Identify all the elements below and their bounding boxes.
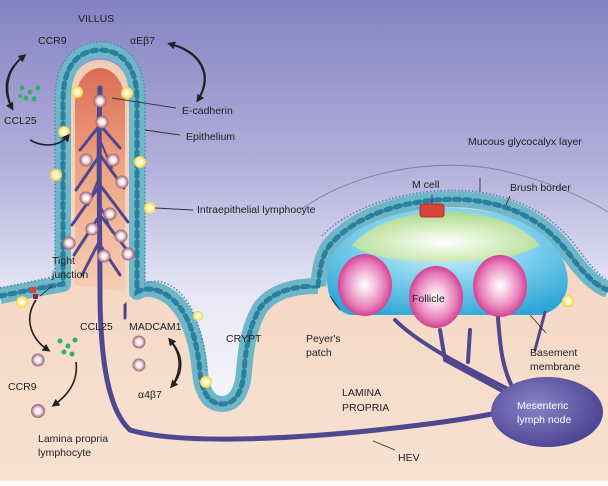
brush-border-left [0,41,208,373]
label-lp-lymphocyte-2: lymphocyte [38,447,91,459]
label-tight-junction-2: junction [51,269,88,281]
mesenteric-lymph-node [491,377,603,447]
iel-1 [71,86,83,98]
iel-9 [562,295,574,307]
lpl-6 [79,191,93,205]
patch-epithelium-nuclei [315,196,608,293]
label-crypt: CRYPT [226,333,262,345]
follicle-center [409,266,463,328]
follicle-right [473,255,527,317]
arrow-ccr9-ccl25-up [6,54,27,109]
label-ccr9-top: CCR9 [38,35,67,47]
iel-6 [144,202,156,214]
label-lamina-propria-1: LAMINA [342,387,381,399]
ccl25-dots-bottom [57,337,78,357]
arrow-ccl25-villus [29,133,70,146]
tight-junction-markers [30,287,38,299]
arrow-ccl25-ccr9 [51,361,78,407]
label-lp-lymphocyte-1: Lamina propria [38,433,108,445]
label-basement-membrane-2: membrane [530,361,580,373]
lpl-15 [132,358,146,372]
lpl-5 [115,175,129,189]
lamina-propria-lymphocytes [31,94,146,418]
lpl-3 [79,153,93,167]
arrow-aeb7-ecadherin-up [167,41,206,101]
lpl-9 [114,229,128,243]
label-iel: Intraepithelial lymphocyte [197,204,316,216]
lpl-1 [93,94,107,108]
label-hev: HEV [398,452,420,464]
lpl-12 [121,247,135,261]
subepithelial-dome-cap [352,212,540,262]
intraepithelial-lymphocytes [16,86,574,388]
label-lamina-propria-2: PROPRIA [342,402,389,414]
m-cell [419,203,445,218]
lpl-10 [62,236,76,250]
lpl-4 [106,153,120,167]
iel-5 [50,169,62,181]
hev-vessels [70,85,547,442]
label-e-cadherin: E-cadherin [182,105,233,117]
label-epithelium: Epithelium [186,131,235,143]
label-mesenteric-1: Mesenteric [517,400,568,412]
label-mesenteric-2: lymph node [517,414,571,426]
label-peyers-patch-2: patch [306,347,332,359]
label-madcam1-visible: MADCAM1 [129,321,182,333]
iel-10 [193,311,203,321]
label-brush-border: Brush border [510,182,571,194]
epithelium-nuclei [0,47,321,407]
follicle-left [338,254,392,316]
iel-7 [16,296,28,308]
label-basement-membrane-1: Basement [530,347,577,359]
arrows [5,41,206,407]
leader-lines [39,97,547,451]
lpl-14 [132,335,146,349]
label-peyers-patch-1: Peyer's [306,333,341,345]
arrow-tight-junction-ccl25 [28,299,51,352]
label-a4b7: α4β7 [138,389,162,401]
iel-8 [200,376,212,388]
lpl-16 [31,404,45,418]
label-m-cell: M cell [412,179,439,191]
label-villus: VILLUS [78,13,114,25]
label-tight-junction-1: Tight [52,255,75,267]
mucous-glycocalyx-line [299,164,608,213]
lpl-7 [103,207,117,221]
lpl-2 [95,115,109,129]
label-ccl25-top: CCL25 [4,115,37,127]
label-ccl25-bottom: CCL25 [80,321,113,333]
arrow-madcam1-a4b7-up [168,337,181,387]
iel-4 [134,156,146,168]
label-ccr9-bottom: CCR9 [8,381,37,393]
lpl-8 [85,222,99,236]
lpl-11 [97,249,111,263]
label-follicle: Follicle [412,293,445,305]
label-mucous-layer: Mucous glycocalyx layer [468,136,582,148]
label-aeb7: αEβ7 [130,35,155,47]
lamina-propria-tissue [0,60,608,481]
ccl25-dots-top [18,85,41,102]
lpl-13 [31,353,45,367]
iel-2 [121,87,133,99]
